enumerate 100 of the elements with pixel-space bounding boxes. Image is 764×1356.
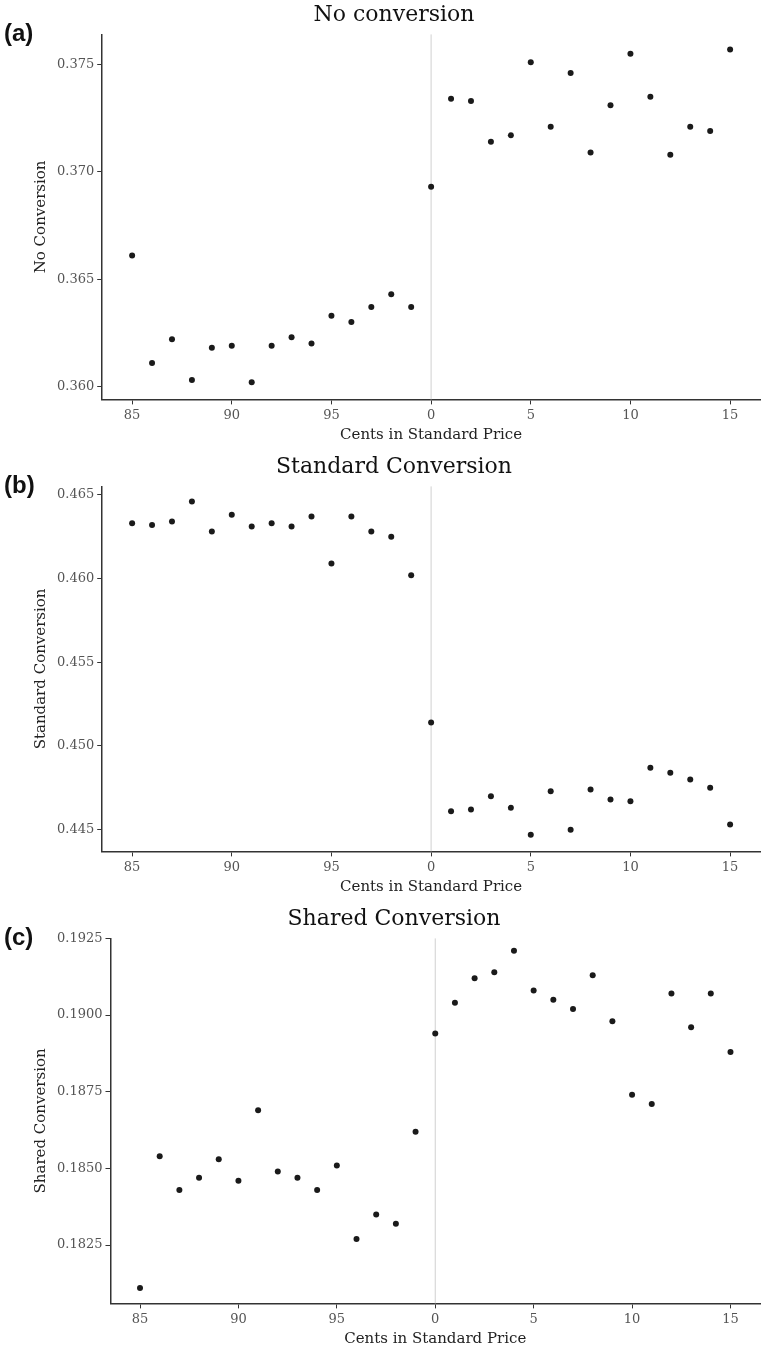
point [451, 999, 458, 1006]
point [687, 123, 694, 130]
point [707, 990, 714, 997]
x-tick-label: 85 [123, 858, 141, 874]
y-tick-label: 0.375 [57, 55, 95, 71]
y-tick-label: 0.1875 [56, 1083, 103, 1099]
x-tick-label: 10 [622, 406, 639, 422]
chart-title: No conversion [313, 0, 475, 26]
point [607, 796, 614, 803]
point [196, 1174, 203, 1181]
x-tick-label: 5 [526, 406, 535, 422]
point [648, 1101, 655, 1108]
y-tick-label: 0.445 [57, 821, 95, 837]
point [188, 377, 195, 384]
point [428, 719, 435, 726]
point [188, 498, 195, 505]
point [627, 798, 634, 805]
x-axis-title: Cents in Standard Price [344, 1328, 527, 1347]
point [428, 183, 435, 190]
x-tick-label: 95 [328, 1310, 346, 1326]
point [667, 769, 674, 776]
point [467, 806, 474, 813]
point [149, 521, 156, 528]
point [388, 533, 395, 540]
point [129, 252, 136, 259]
y-tick-label: 0.1825 [56, 1236, 103, 1252]
point [348, 513, 355, 520]
point [373, 1211, 380, 1218]
point [507, 804, 514, 811]
point [629, 1091, 636, 1098]
point [168, 518, 175, 525]
point [688, 1024, 695, 1031]
point [547, 788, 554, 795]
point [432, 1030, 439, 1037]
point [288, 523, 295, 530]
x-tick-label: 90 [230, 1310, 247, 1326]
point [547, 123, 554, 130]
point [527, 831, 534, 838]
x-tick-label: 15 [721, 406, 739, 422]
point [510, 947, 517, 954]
point [668, 990, 675, 997]
y-tick-label: 0.450 [57, 737, 95, 753]
point [348, 319, 355, 326]
point [567, 70, 574, 77]
point [687, 776, 694, 783]
point [294, 1174, 301, 1181]
point [176, 1186, 183, 1193]
point [248, 379, 255, 386]
point [487, 138, 494, 145]
x-tick-label: 15 [721, 858, 739, 874]
point [487, 793, 494, 800]
x-tick-label: 10 [623, 1310, 641, 1326]
x-tick-label: 95 [323, 406, 340, 422]
point [215, 1156, 222, 1163]
point [255, 1107, 262, 1114]
x-tick-label: 15 [722, 1310, 739, 1326]
point [707, 784, 714, 791]
y-axis-title: Shared Conversion [30, 1047, 49, 1194]
point [471, 975, 478, 982]
point [156, 1153, 163, 1160]
point [137, 1285, 144, 1292]
x-tick-label: 5 [526, 858, 535, 874]
x-tick-label: 0 [426, 858, 436, 874]
point [587, 149, 594, 156]
point [392, 1220, 399, 1227]
point [208, 528, 215, 535]
y-tick-label: 0.460 [57, 569, 95, 585]
text: (c) [4, 923, 34, 951]
point [388, 291, 395, 298]
point [627, 50, 634, 57]
point [448, 808, 455, 815]
x-tick-label: 90 [223, 406, 241, 422]
y-tick-label: 0.1900 [56, 1006, 103, 1022]
x-tick-label: 95 [323, 858, 340, 874]
point [368, 304, 375, 311]
point [248, 523, 255, 530]
point [235, 1177, 242, 1184]
x-tick-label: 0 [426, 406, 436, 422]
x-tick-label: 90 [223, 858, 241, 874]
point [129, 520, 136, 527]
point [268, 342, 275, 349]
point [467, 97, 474, 104]
point [208, 344, 215, 351]
point [333, 1162, 340, 1169]
x-axis-title: Cents in Standard Price [340, 424, 523, 443]
point [368, 528, 375, 535]
point [647, 764, 654, 771]
chart-title: Shared Conversion [287, 904, 501, 930]
x-axis-title: Cents in Standard Price [340, 876, 523, 895]
point [607, 102, 614, 109]
point [408, 572, 415, 579]
point [567, 826, 574, 833]
point [149, 359, 156, 366]
y-tick-label: 0.1850 [56, 1159, 103, 1175]
point [587, 786, 594, 793]
point [314, 1186, 321, 1193]
y-tick-label: 0.370 [57, 163, 95, 179]
point [308, 340, 315, 347]
point [550, 996, 557, 1003]
point [328, 312, 335, 319]
